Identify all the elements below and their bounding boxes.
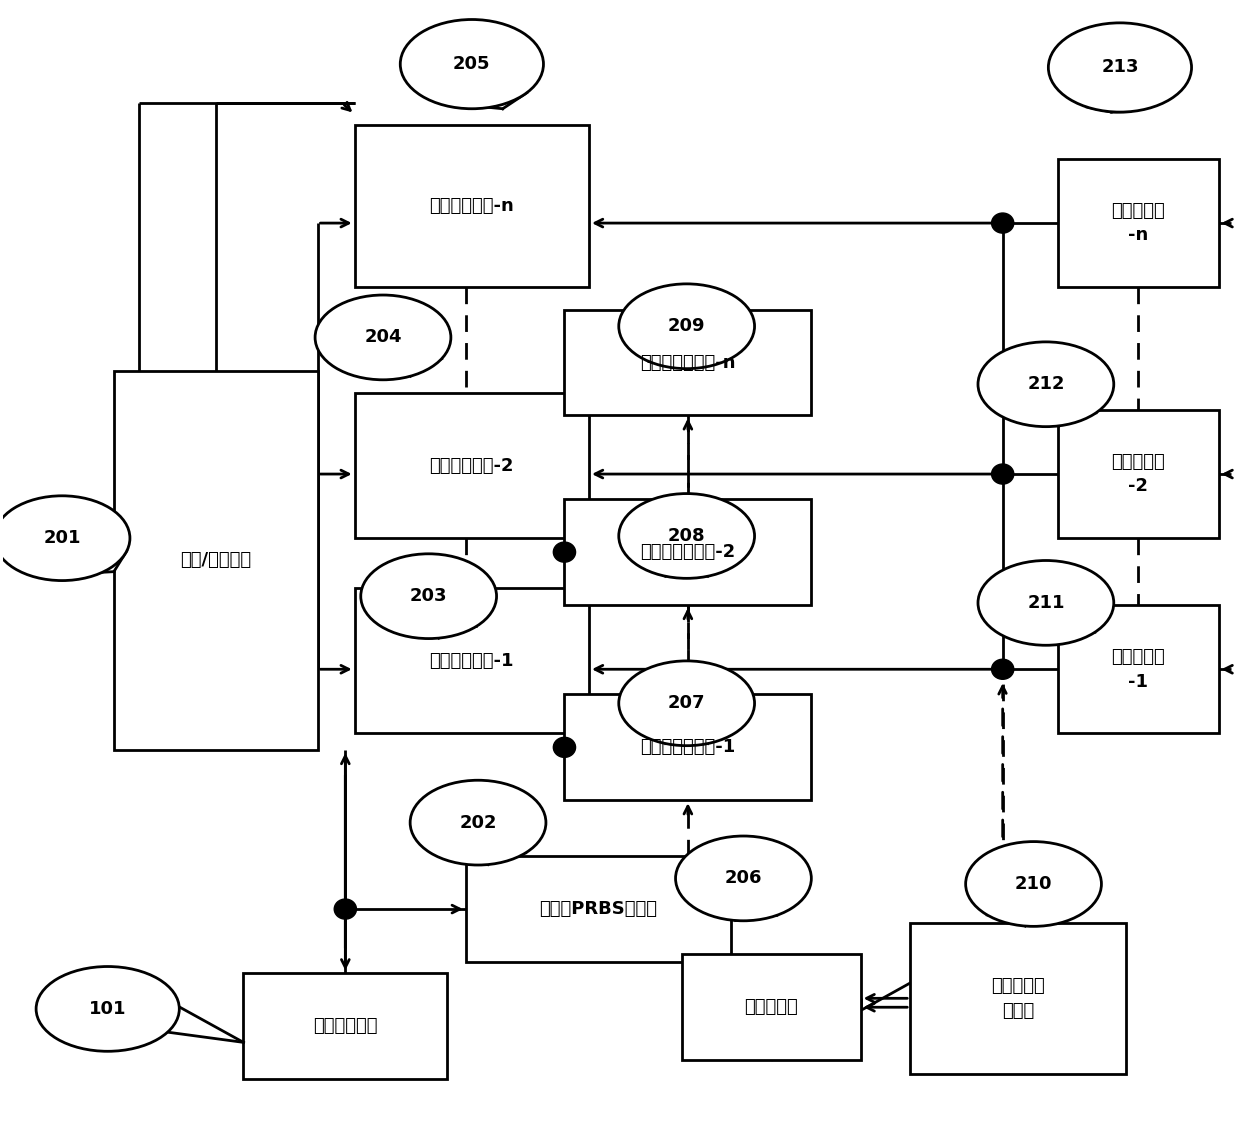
Text: 204: 204 bbox=[365, 328, 402, 346]
Text: 复位控制器: 复位控制器 bbox=[744, 998, 799, 1017]
Text: 运算器: 运算器 bbox=[1002, 1001, 1034, 1020]
FancyBboxPatch shape bbox=[355, 126, 589, 287]
Text: 输入缓冲器: 输入缓冲器 bbox=[1111, 202, 1166, 220]
FancyBboxPatch shape bbox=[682, 954, 861, 1060]
FancyBboxPatch shape bbox=[466, 856, 732, 962]
Text: 210: 210 bbox=[1014, 876, 1053, 893]
Circle shape bbox=[992, 659, 1014, 679]
Text: 101: 101 bbox=[89, 1000, 126, 1018]
Polygon shape bbox=[490, 93, 527, 109]
Circle shape bbox=[992, 464, 1014, 484]
Ellipse shape bbox=[361, 554, 496, 639]
Text: 201: 201 bbox=[43, 529, 81, 547]
Polygon shape bbox=[489, 853, 526, 864]
Polygon shape bbox=[439, 627, 476, 638]
Polygon shape bbox=[103, 550, 126, 573]
Circle shape bbox=[553, 738, 575, 758]
Text: 同步码提取: 同步码提取 bbox=[991, 978, 1045, 995]
Ellipse shape bbox=[619, 493, 755, 578]
Ellipse shape bbox=[410, 780, 546, 865]
Polygon shape bbox=[666, 569, 708, 576]
Ellipse shape bbox=[0, 495, 130, 581]
Text: 213: 213 bbox=[1101, 58, 1138, 76]
FancyBboxPatch shape bbox=[910, 923, 1126, 1074]
Polygon shape bbox=[1058, 632, 1095, 645]
Ellipse shape bbox=[619, 661, 755, 745]
Ellipse shape bbox=[619, 284, 755, 369]
Polygon shape bbox=[987, 915, 1025, 926]
Text: 串行位移寄存器-2: 串行位移寄存器-2 bbox=[640, 544, 735, 562]
Polygon shape bbox=[666, 739, 708, 743]
Text: 数据处理单元-n: 数据处理单元-n bbox=[429, 197, 515, 215]
Ellipse shape bbox=[978, 342, 1114, 427]
Ellipse shape bbox=[1048, 22, 1192, 112]
Ellipse shape bbox=[966, 842, 1101, 926]
Polygon shape bbox=[410, 359, 441, 377]
FancyBboxPatch shape bbox=[1058, 605, 1219, 733]
Text: 控制/存储单元: 控制/存储单元 bbox=[180, 552, 252, 569]
Text: 串行位移寄存器-n: 串行位移寄存器-n bbox=[640, 353, 735, 371]
FancyBboxPatch shape bbox=[1058, 159, 1219, 287]
Text: 212: 212 bbox=[1027, 376, 1065, 393]
Text: 串行位移寄存器-1: 串行位移寄存器-1 bbox=[640, 739, 735, 757]
FancyBboxPatch shape bbox=[243, 973, 448, 1080]
Ellipse shape bbox=[315, 295, 451, 380]
FancyBboxPatch shape bbox=[564, 694, 811, 800]
Text: -2: -2 bbox=[1128, 478, 1148, 495]
Text: 211: 211 bbox=[1027, 594, 1065, 612]
FancyBboxPatch shape bbox=[355, 393, 589, 538]
Text: 控制接口单元: 控制接口单元 bbox=[312, 1017, 378, 1035]
Text: 203: 203 bbox=[410, 587, 448, 605]
Ellipse shape bbox=[36, 966, 180, 1051]
Ellipse shape bbox=[676, 836, 811, 920]
Text: 206: 206 bbox=[724, 870, 763, 888]
FancyBboxPatch shape bbox=[355, 589, 589, 733]
Text: 202: 202 bbox=[459, 814, 497, 832]
Circle shape bbox=[335, 899, 356, 919]
FancyBboxPatch shape bbox=[1058, 410, 1219, 538]
Text: 208: 208 bbox=[668, 527, 706, 545]
Circle shape bbox=[992, 213, 1014, 233]
Ellipse shape bbox=[401, 19, 543, 109]
FancyBboxPatch shape bbox=[564, 499, 811, 605]
Text: -n: -n bbox=[1128, 226, 1148, 244]
Text: 209: 209 bbox=[668, 317, 706, 335]
Text: 输入缓冲器: 输入缓冲器 bbox=[1111, 648, 1166, 666]
Text: 接收端PRBS发生器: 接收端PRBS发生器 bbox=[539, 900, 657, 918]
Ellipse shape bbox=[978, 560, 1114, 646]
Text: 输入缓冲器: 输入缓冲器 bbox=[1111, 453, 1166, 471]
Text: 205: 205 bbox=[453, 55, 491, 73]
Text: 数据处理单元-1: 数据处理单元-1 bbox=[429, 652, 515, 670]
Polygon shape bbox=[167, 1007, 243, 1043]
Polygon shape bbox=[1086, 106, 1130, 112]
Text: 数据处理单元-2: 数据处理单元-2 bbox=[429, 456, 515, 474]
Circle shape bbox=[553, 543, 575, 562]
Polygon shape bbox=[735, 916, 776, 920]
Polygon shape bbox=[1059, 413, 1096, 426]
FancyBboxPatch shape bbox=[564, 309, 811, 416]
FancyBboxPatch shape bbox=[114, 371, 317, 750]
Polygon shape bbox=[649, 361, 689, 369]
Text: 207: 207 bbox=[668, 694, 706, 712]
Text: -1: -1 bbox=[1128, 673, 1148, 691]
